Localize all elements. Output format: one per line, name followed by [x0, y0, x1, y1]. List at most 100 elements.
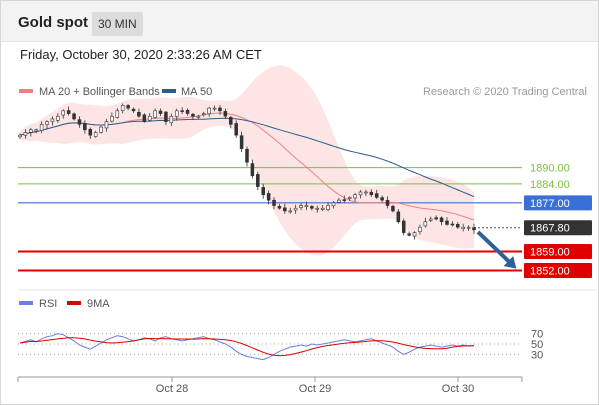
candle-body: [466, 226, 471, 229]
candlestick-series: [18, 103, 476, 240]
rsi-tick-label: 30: [531, 349, 543, 361]
level-label-support: 1852.00: [530, 265, 570, 277]
level-label-resistance: 1890.00: [530, 163, 570, 175]
legend-swatch-9ma: [67, 301, 81, 305]
rsi-tick-label: 70: [531, 329, 543, 341]
candle-body: [201, 113, 206, 115]
level-label-pivot: 1877.00: [530, 198, 570, 210]
candle-body: [77, 119, 82, 125]
level-label-support: 1859.00: [530, 247, 570, 259]
candle-body: [196, 115, 201, 118]
candle-body: [191, 113, 195, 117]
candle-body: [50, 118, 55, 122]
candle-body: [39, 124, 44, 131]
candle-body: [304, 205, 309, 208]
candle-body: [131, 108, 136, 112]
chart-header: Gold spot 30 MIN: [1, 1, 598, 42]
legend-label-9ma: 9MA: [87, 298, 110, 310]
x-axis-ticks: Oct 28 Oct 29 Oct 30: [156, 377, 474, 395]
candle-body: [83, 123, 87, 131]
x-tick-label: Oct 30: [442, 383, 474, 395]
projection-arrow-head: [503, 255, 517, 269]
candle-body: [277, 206, 282, 209]
candle-body: [326, 205, 330, 211]
candle-body: [88, 128, 93, 136]
candle-body: [331, 202, 336, 207]
candle-body: [72, 113, 76, 120]
candle-body: [337, 199, 341, 203]
level-label-box-support: [524, 262, 592, 278]
candle-body: [418, 226, 422, 233]
candle-body: [288, 210, 293, 213]
candle-body: [99, 126, 103, 133]
candle-body: [66, 110, 71, 114]
timeframe-button[interactable]: 30 MIN: [92, 12, 143, 36]
candle-body: [245, 148, 249, 163]
candle-body: [428, 218, 433, 221]
candle-body: [126, 105, 130, 109]
candle-body: [293, 207, 298, 211]
legend-swatch-ma20: [19, 89, 33, 93]
candle-body: [18, 134, 22, 138]
candle-body: [272, 199, 276, 206]
candle-body: [407, 233, 411, 236]
candle-body: [110, 115, 114, 122]
candle-body: [169, 115, 174, 123]
candle-body: [439, 217, 444, 223]
projection-arrow-shaft: [476, 230, 514, 266]
candle-body: [104, 121, 109, 129]
moving-average-lines: [19, 112, 475, 221]
candle-body: [358, 191, 363, 196]
candle-body: [445, 220, 449, 225]
x-tick-label: Oct 28: [156, 383, 188, 395]
candle-body: [164, 111, 168, 122]
candle-body: [207, 107, 211, 115]
candle-body: [61, 110, 66, 116]
level-label-box-last: [524, 220, 592, 236]
candle-body: [391, 205, 395, 212]
candle-body: [218, 107, 222, 112]
candle-body: [142, 114, 147, 122]
candle-body: [56, 115, 60, 121]
rsi-series: [19, 333, 475, 361]
candle-body: [412, 232, 417, 237]
candle-body: [385, 200, 390, 206]
candle-body: [401, 220, 406, 233]
ma50-line: [19, 117, 475, 198]
candle-body: [229, 117, 233, 125]
x-tick-label: Oct 29: [299, 383, 331, 395]
candle-body: [456, 223, 460, 228]
level-label-box-pivot: [524, 195, 592, 211]
level-label-last: 1867.80: [530, 223, 570, 235]
rsi-line: [19, 333, 475, 361]
chart-legend: MA 20 + Bollinger Bands MA 50 Research ©…: [19, 86, 587, 98]
candle-body: [434, 217, 438, 220]
candle-body: [120, 105, 125, 111]
candle-body: [223, 111, 228, 117]
instrument-title: Gold spot: [18, 14, 88, 31]
candle-body: [364, 191, 368, 194]
candle-body: [266, 193, 271, 201]
candle-body: [342, 199, 347, 201]
candle-body: [315, 207, 320, 210]
candle-body: [374, 193, 379, 198]
candle-body: [34, 129, 38, 132]
chart-timestamp: Friday, October 30, 2020 2:33:26 AM CET: [20, 47, 262, 62]
candle-body: [45, 121, 49, 125]
candle-body: [153, 110, 157, 118]
level-label-box-support: [524, 244, 592, 260]
rsi-legend: RSI 9MA: [19, 298, 110, 310]
candle-body: [310, 206, 314, 209]
candle-body: [472, 227, 476, 231]
candle-body: [234, 123, 238, 136]
level-price-labels: 1890.00 1884.00 1877.00 1867.80 1859.00 1852.…: [524, 163, 592, 278]
candle-body: [256, 174, 260, 187]
candle-body: [396, 211, 401, 223]
legend-label-rsi: RSI: [39, 298, 57, 310]
legend-swatch-rsi: [19, 301, 33, 305]
legend-swatch-ma50: [162, 89, 176, 93]
candle-body: [180, 110, 184, 112]
candle-body: [450, 223, 455, 226]
candle-body: [347, 197, 352, 199]
